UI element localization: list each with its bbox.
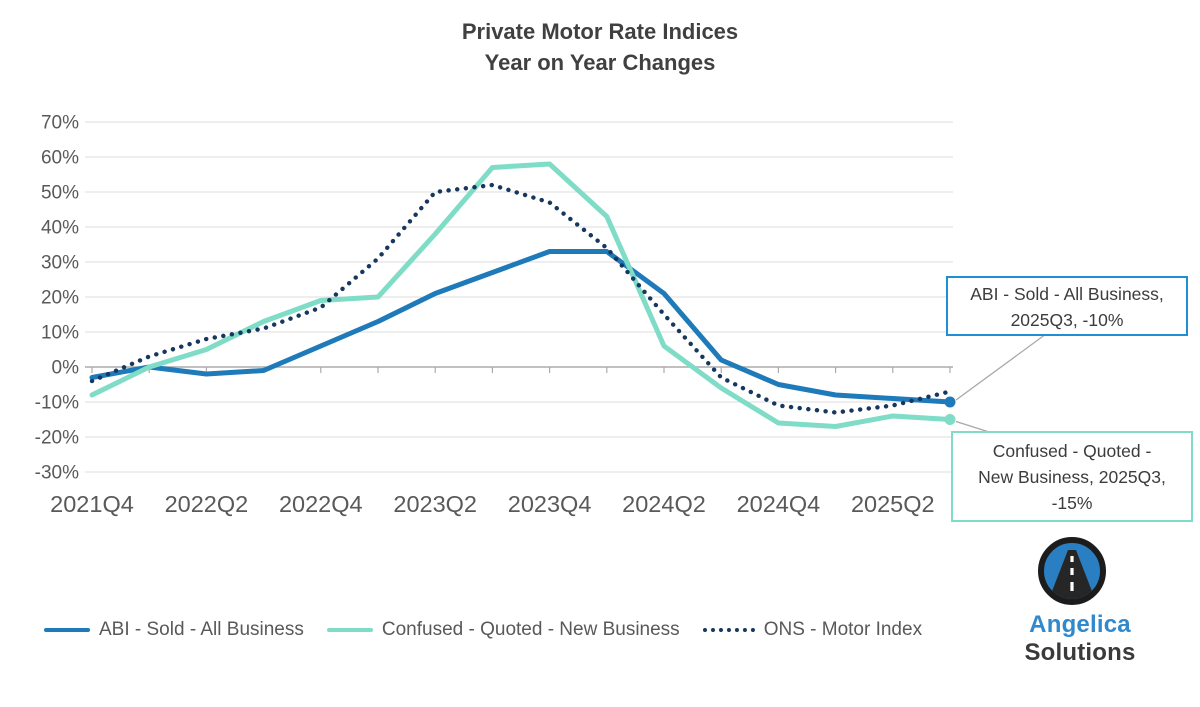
legend-label-ons: ONS - Motor Index: [763, 619, 923, 640]
annotation-confused-line2: New Business, 2025Q3,: [978, 467, 1166, 487]
legend-label-abi: ABI - Sold - All Business: [99, 619, 304, 640]
x-axis-tick-label: 2025Q2: [851, 491, 935, 517]
annotation-confused-line3: -15%: [1051, 493, 1093, 513]
brand-angelica: Angelica: [1029, 611, 1131, 638]
x-axis-tick-label: 2023Q4: [508, 491, 592, 517]
x-axis-tick-label: 2022Q2: [165, 491, 249, 517]
end-marker-confused-quoted-new-business: [944, 414, 956, 425]
annotation-abi-line1: ABI - Sold - All Business,: [970, 284, 1164, 304]
end-marker-abi-sold-all-business: [944, 396, 956, 408]
brand-wordmark: Angelica Solutions: [975, 611, 1185, 667]
ons-line-swatch-icon: [702, 628, 755, 632]
chart-title: Private Motor Rate Indices Year on Year …: [0, 16, 1200, 78]
x-axis-tick-label: 2024Q4: [737, 491, 821, 517]
x-axis-tick-label: 2021Q4: [50, 491, 134, 517]
confused-line-swatch-icon: [326, 628, 373, 632]
abi-line-swatch-icon: [44, 628, 90, 632]
y-axis-tick-label: 50%: [41, 183, 79, 204]
legend-item-ons: ONS - Motor Index: [702, 619, 923, 641]
y-axis-tick-label: 0%: [52, 358, 80, 379]
brand-solutions: Solutions: [1024, 639, 1136, 666]
legend-item-abi: ABI - Sold - All Business: [44, 619, 304, 641]
road-icon: [1049, 550, 1095, 599]
angelica-logo-icon: [1038, 537, 1106, 605]
y-axis-tick-label: 40%: [41, 218, 79, 239]
annotation-abi-callout: ABI - Sold - All Business, 2025Q3, -10%: [946, 276, 1188, 336]
chart-title-line1: Private Motor Rate Indices: [461, 19, 739, 44]
y-axis-tick-label: 60%: [41, 148, 79, 169]
chart-legend: ABI - Sold - All Business Confused - Quo…: [44, 619, 922, 641]
y-axis-tick-label: 70%: [41, 113, 79, 134]
y-axis-tick-label: 30%: [41, 253, 79, 274]
y-axis-tick-label: -10%: [35, 393, 79, 414]
legend-item-confused: Confused - Quoted - New Business: [326, 619, 680, 641]
y-axis-tick-label: 20%: [41, 288, 79, 309]
y-axis-tick-label: 10%: [41, 323, 79, 344]
y-axis-tick-label: -30%: [35, 463, 79, 484]
y-axis-tick-label: -20%: [35, 428, 79, 449]
series-line-confused-quoted-new-business: [89, 161, 953, 429]
x-axis-tick-label: 2022Q4: [279, 491, 363, 517]
legend-label-confused: Confused - Quoted - New Business: [381, 619, 680, 640]
annotation-confused-callout: Confused - Quoted - New Business, 2025Q3…: [951, 431, 1193, 522]
annotation-confused-line1: Confused - Quoted -: [992, 441, 1152, 461]
leader-line-abi: [955, 333, 1047, 401]
x-axis-tick-label: 2023Q2: [393, 491, 477, 517]
series-line-abi-sold-all-business: [89, 249, 953, 405]
x-axis-tick-label: 2024Q2: [622, 491, 706, 517]
annotation-abi-line2: 2025Q3, -10%: [1010, 310, 1124, 330]
series-line-ons-motor-index: [89, 182, 953, 415]
chart-title-line2: Year on Year Changes: [484, 50, 716, 75]
